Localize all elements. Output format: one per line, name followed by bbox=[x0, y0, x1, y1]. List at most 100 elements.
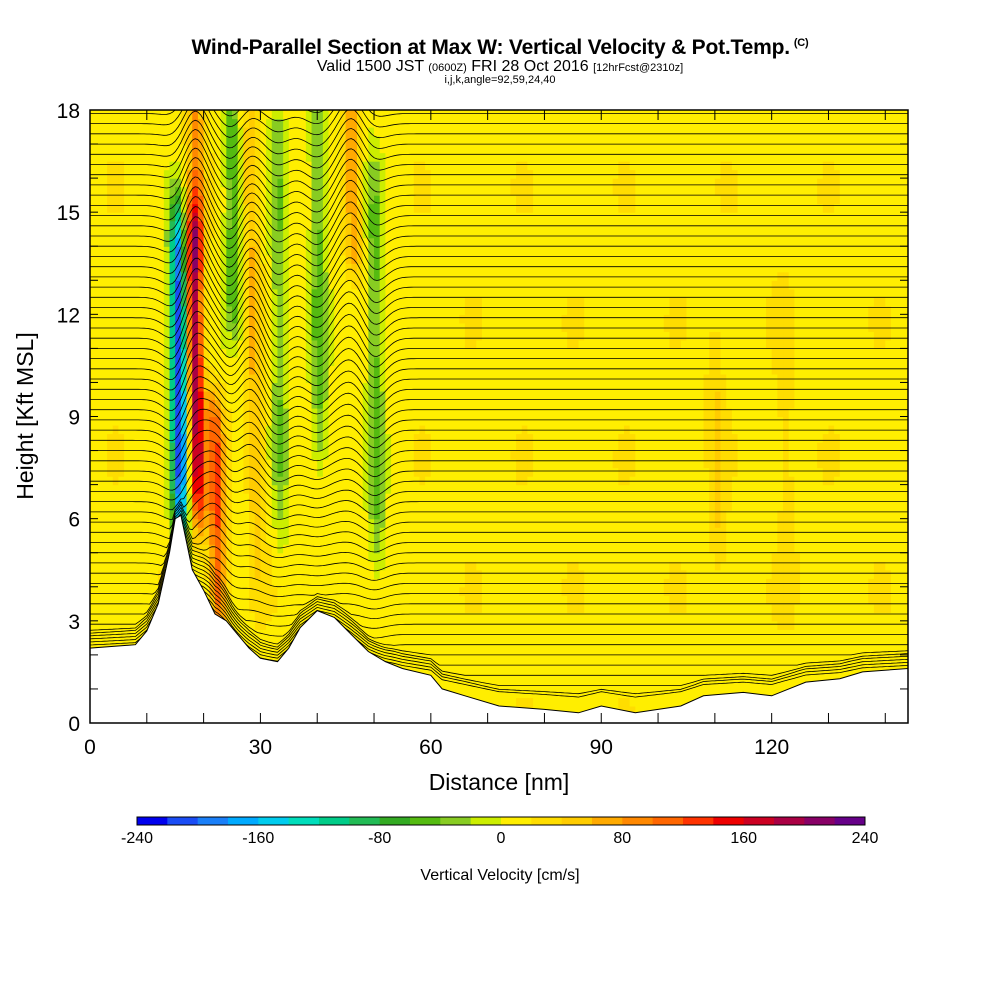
velocity-cell bbox=[266, 144, 273, 154]
velocity-cell bbox=[260, 527, 267, 537]
velocity-cell bbox=[470, 416, 477, 426]
velocity-cell bbox=[453, 569, 460, 579]
velocity-cell bbox=[101, 322, 108, 332]
velocity-cell bbox=[322, 322, 330, 332]
velocity-cell bbox=[481, 663, 489, 673]
velocity-cell bbox=[294, 280, 301, 290]
velocity-cell bbox=[317, 510, 324, 520]
velocity-cell bbox=[396, 331, 404, 341]
velocity-cell bbox=[408, 297, 415, 307]
velocity-cell bbox=[356, 305, 364, 315]
velocity-cell bbox=[152, 578, 159, 588]
velocity-cell bbox=[436, 561, 443, 571]
velocity-cell bbox=[408, 586, 415, 596]
velocity-cell bbox=[385, 450, 392, 460]
velocity-cell bbox=[169, 390, 176, 401]
velocity-cell bbox=[158, 254, 165, 264]
velocity-cell bbox=[328, 237, 335, 247]
velocity-cell bbox=[476, 518, 483, 528]
velocity-cell bbox=[476, 578, 483, 588]
velocity-cell bbox=[447, 365, 455, 375]
velocity-cell bbox=[430, 195, 438, 205]
velocity-cell bbox=[158, 442, 165, 452]
velocity-cell bbox=[129, 305, 137, 315]
velocity-cell bbox=[311, 118, 318, 128]
velocity-cell bbox=[237, 161, 244, 171]
velocity-cell bbox=[362, 399, 369, 409]
velocity-cell bbox=[112, 237, 119, 247]
velocity-cell bbox=[220, 493, 227, 503]
velocity-cell bbox=[237, 135, 244, 145]
velocity-cell bbox=[322, 195, 330, 205]
velocity-cell bbox=[169, 169, 176, 179]
velocity-cell bbox=[141, 186, 148, 196]
velocity-cell bbox=[425, 544, 432, 554]
velocity-cell bbox=[254, 569, 262, 579]
velocity-cell bbox=[419, 629, 426, 639]
velocity-cell bbox=[277, 212, 284, 222]
velocity-cell bbox=[317, 416, 324, 426]
velocity-cell bbox=[180, 178, 188, 188]
velocity-cell bbox=[197, 152, 205, 162]
velocity-cell bbox=[442, 203, 449, 213]
velocity-cell bbox=[237, 356, 244, 367]
velocity-cell bbox=[356, 416, 364, 426]
velocity-cell bbox=[90, 407, 97, 418]
velocity-cell bbox=[232, 263, 239, 273]
velocity-cell bbox=[402, 390, 409, 401]
velocity-cell bbox=[266, 212, 273, 222]
velocity-cell bbox=[146, 399, 154, 409]
velocity-cell bbox=[317, 578, 324, 588]
velocity-cell bbox=[408, 220, 415, 230]
velocity-cell bbox=[266, 288, 273, 298]
velocity-cell bbox=[124, 331, 131, 341]
velocity-cell bbox=[141, 195, 148, 205]
velocity-cell bbox=[305, 178, 313, 188]
velocity-cell bbox=[288, 314, 296, 324]
velocity-cell bbox=[470, 629, 477, 639]
velocity-cell bbox=[260, 254, 267, 264]
velocity-cell bbox=[368, 416, 375, 426]
velocity-cell bbox=[203, 493, 210, 503]
velocity-cell bbox=[141, 348, 148, 358]
velocity-cell bbox=[112, 442, 119, 452]
velocity-cell bbox=[311, 314, 318, 324]
velocity-cell bbox=[294, 595, 301, 605]
velocity-cell bbox=[163, 544, 171, 554]
velocity-cell bbox=[436, 246, 443, 256]
velocity-cell bbox=[220, 246, 227, 256]
velocity-cell bbox=[408, 110, 415, 120]
velocity-cell bbox=[294, 220, 301, 230]
velocity-cell bbox=[146, 254, 154, 264]
velocity-cell bbox=[328, 578, 335, 588]
velocity-cell bbox=[288, 365, 296, 375]
velocity-cell bbox=[374, 229, 381, 239]
velocity-cell bbox=[283, 169, 290, 179]
velocity-cell bbox=[163, 135, 171, 145]
velocity-cell bbox=[288, 578, 296, 588]
velocity-cell bbox=[430, 459, 438, 469]
velocity-cell bbox=[237, 569, 244, 579]
velocity-cell bbox=[385, 510, 392, 520]
velocity-cell bbox=[192, 493, 199, 503]
velocity-cell bbox=[249, 356, 256, 367]
velocity-cell bbox=[152, 390, 159, 401]
velocity-cell bbox=[453, 161, 460, 171]
velocity-cell bbox=[334, 169, 341, 179]
velocity-cell bbox=[356, 612, 364, 622]
velocity-cell bbox=[220, 442, 227, 452]
velocity-cell bbox=[129, 118, 137, 128]
velocity-cell bbox=[226, 493, 233, 503]
velocity-cell bbox=[430, 203, 438, 213]
velocity-cell bbox=[385, 501, 392, 511]
velocity-cell bbox=[271, 271, 279, 281]
velocity-cell bbox=[305, 603, 313, 613]
velocity-cell bbox=[203, 527, 210, 537]
velocity-cell bbox=[300, 450, 307, 460]
velocity-cell bbox=[95, 467, 102, 477]
velocity-cell bbox=[260, 476, 267, 486]
velocity-cell bbox=[317, 586, 324, 596]
velocity-cell bbox=[379, 331, 386, 341]
velocity-cell bbox=[141, 246, 148, 256]
velocity-cell bbox=[317, 305, 324, 315]
